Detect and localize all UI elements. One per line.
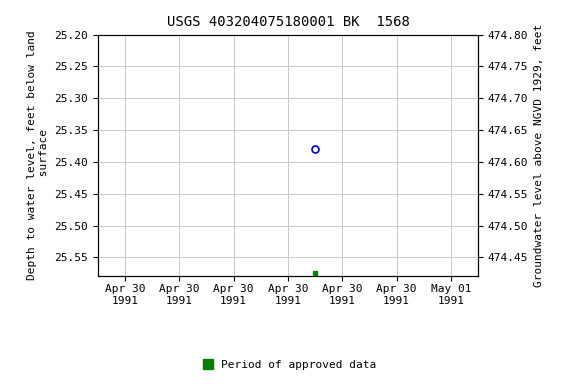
Y-axis label: Depth to water level, feet below land
 surface: Depth to water level, feet below land su… (27, 31, 49, 280)
Y-axis label: Groundwater level above NGVD 1929, feet: Groundwater level above NGVD 1929, feet (534, 24, 544, 287)
Legend: Period of approved data: Period of approved data (195, 356, 381, 375)
Title: USGS 403204075180001 BK  1568: USGS 403204075180001 BK 1568 (166, 15, 410, 29)
